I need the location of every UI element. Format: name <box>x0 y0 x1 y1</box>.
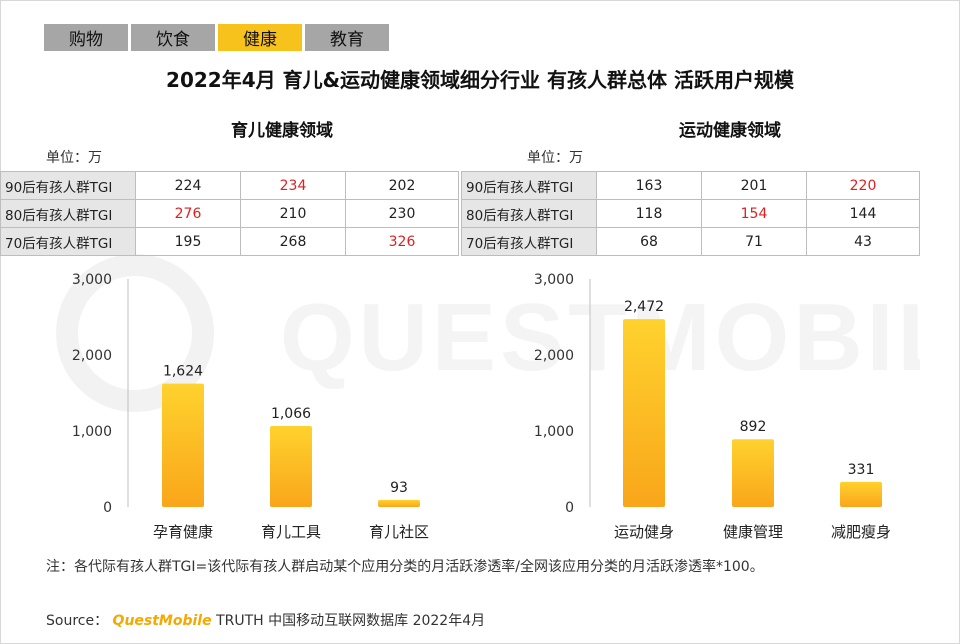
tab-shopping[interactable]: 购物 <box>44 24 128 51</box>
tgi-row-label: 80后有孩人群TGI <box>461 199 597 228</box>
tgi-cell: 326 <box>345 227 459 256</box>
tgi-cell: 163 <box>596 171 702 200</box>
section-title-sports: 运动健康领域 <box>679 121 781 141</box>
tgi-cell: 234 <box>240 171 346 200</box>
source-rest: TRUTH 中国移动互联网数据库 2022年4月 <box>216 613 486 629</box>
bar-value-label: 2,472 <box>624 299 664 315</box>
x-category-label: 育儿社区 <box>369 523 429 541</box>
tab-health[interactable]: 健康 <box>218 24 302 51</box>
tgi-cell: 118 <box>596 199 702 228</box>
tgi-cell: 154 <box>701 199 807 228</box>
bar-value-label: 1,624 <box>163 364 203 380</box>
tgi-cell: 71 <box>701 227 807 256</box>
unit-label-right: 单位：万 <box>527 150 583 166</box>
y-tick-label: 0 <box>565 500 574 516</box>
tgi-row: 70后有孩人群TGI 195 268 326 <box>0 227 459 256</box>
bar <box>840 481 882 507</box>
tgi-cell: 202 <box>345 171 459 200</box>
unit-label-left: 单位：万 <box>46 150 102 166</box>
bar <box>378 499 420 507</box>
y-tick-label: 3,000 <box>72 272 112 288</box>
tgi-cell: 224 <box>135 171 241 200</box>
bar <box>732 439 774 507</box>
tgi-cell: 201 <box>701 171 807 200</box>
tgi-row: 90后有孩人群TGI 163 201 220 <box>461 171 920 200</box>
bar <box>623 319 665 507</box>
tgi-row: 80后有孩人群TGI 118 154 144 <box>461 199 920 228</box>
bar-value-label: 892 <box>740 419 767 435</box>
category-tabs: 购物 饮食 健康 教育 <box>44 24 392 51</box>
tgi-cell: 43 <box>806 227 920 256</box>
tgi-row: 70后有孩人群TGI 68 71 43 <box>461 227 920 256</box>
y-tick-label: 2,000 <box>534 348 574 364</box>
y-tick-label: 0 <box>103 500 112 516</box>
tgi-cell: 195 <box>135 227 241 256</box>
x-category-label: 孕育健康 <box>153 523 213 541</box>
tgi-cell: 220 <box>806 171 920 200</box>
bar-value-label: 93 <box>390 480 408 496</box>
tab-food[interactable]: 饮食 <box>131 24 215 51</box>
bar-value-label: 331 <box>848 462 875 478</box>
bar <box>270 425 312 507</box>
y-tick-label: 1,000 <box>534 424 574 440</box>
tab-education[interactable]: 教育 <box>305 24 389 51</box>
chart-sports: 0 1,000 2,000 3,000 2,472 运动健身 892 健康管理 331 减肥瘦身 <box>534 272 891 541</box>
y-tick-label: 2,000 <box>72 348 112 364</box>
tgi-cell: 276 <box>135 199 241 228</box>
section-title-parenting: 育儿健康领域 <box>231 121 333 141</box>
bar <box>162 383 204 507</box>
x-category-label: 运动健身 <box>614 523 674 541</box>
tgi-table-parenting: 90后有孩人群TGI 224 234 202 80后有孩人群TGI 276 210 230 70… <box>0 171 459 256</box>
tgi-row: 80后有孩人群TGI 276 210 230 <box>0 199 459 228</box>
source-line: Source： QuestMobile TRUTH 中国移动互联网数据库 202… <box>46 610 485 630</box>
x-category-label: 减肥瘦身 <box>831 523 891 541</box>
x-category-label: 育儿工具 <box>261 523 321 541</box>
tgi-row-label: 70后有孩人群TGI <box>461 227 597 256</box>
bar-value-label: 1,066 <box>271 406 311 422</box>
tgi-cell: 144 <box>806 199 920 228</box>
footnote: 注：各代际有孩人群TGI=该代际有孩人群启动某个应用分类的月活跃渗透率/全网该应… <box>46 559 764 575</box>
y-tick-label: 1,000 <box>72 424 112 440</box>
page-title: 2022年4月 育儿&运动健康领域细分行业 有孩人群总体 活跃用户规模 <box>166 68 794 92</box>
tgi-cell: 68 <box>596 227 702 256</box>
tgi-table-sports: 90后有孩人群TGI 163 201 220 80后有孩人群TGI 118 154 144 70… <box>461 171 920 256</box>
chart-parenting: 0 1,000 2,000 3,000 1,624 孕育健康 1,066 育儿工具 93 育儿社区 <box>72 272 429 541</box>
tgi-row-label: 90后有孩人群TGI <box>461 171 597 200</box>
x-category-label: 健康管理 <box>723 523 783 541</box>
y-tick-label: 3,000 <box>534 272 574 288</box>
source-prefix: Source： <box>46 613 109 629</box>
tgi-row-label: 70后有孩人群TGI <box>0 227 136 256</box>
source-brand: QuestMobile <box>112 613 212 629</box>
tgi-cell: 268 <box>240 227 346 256</box>
